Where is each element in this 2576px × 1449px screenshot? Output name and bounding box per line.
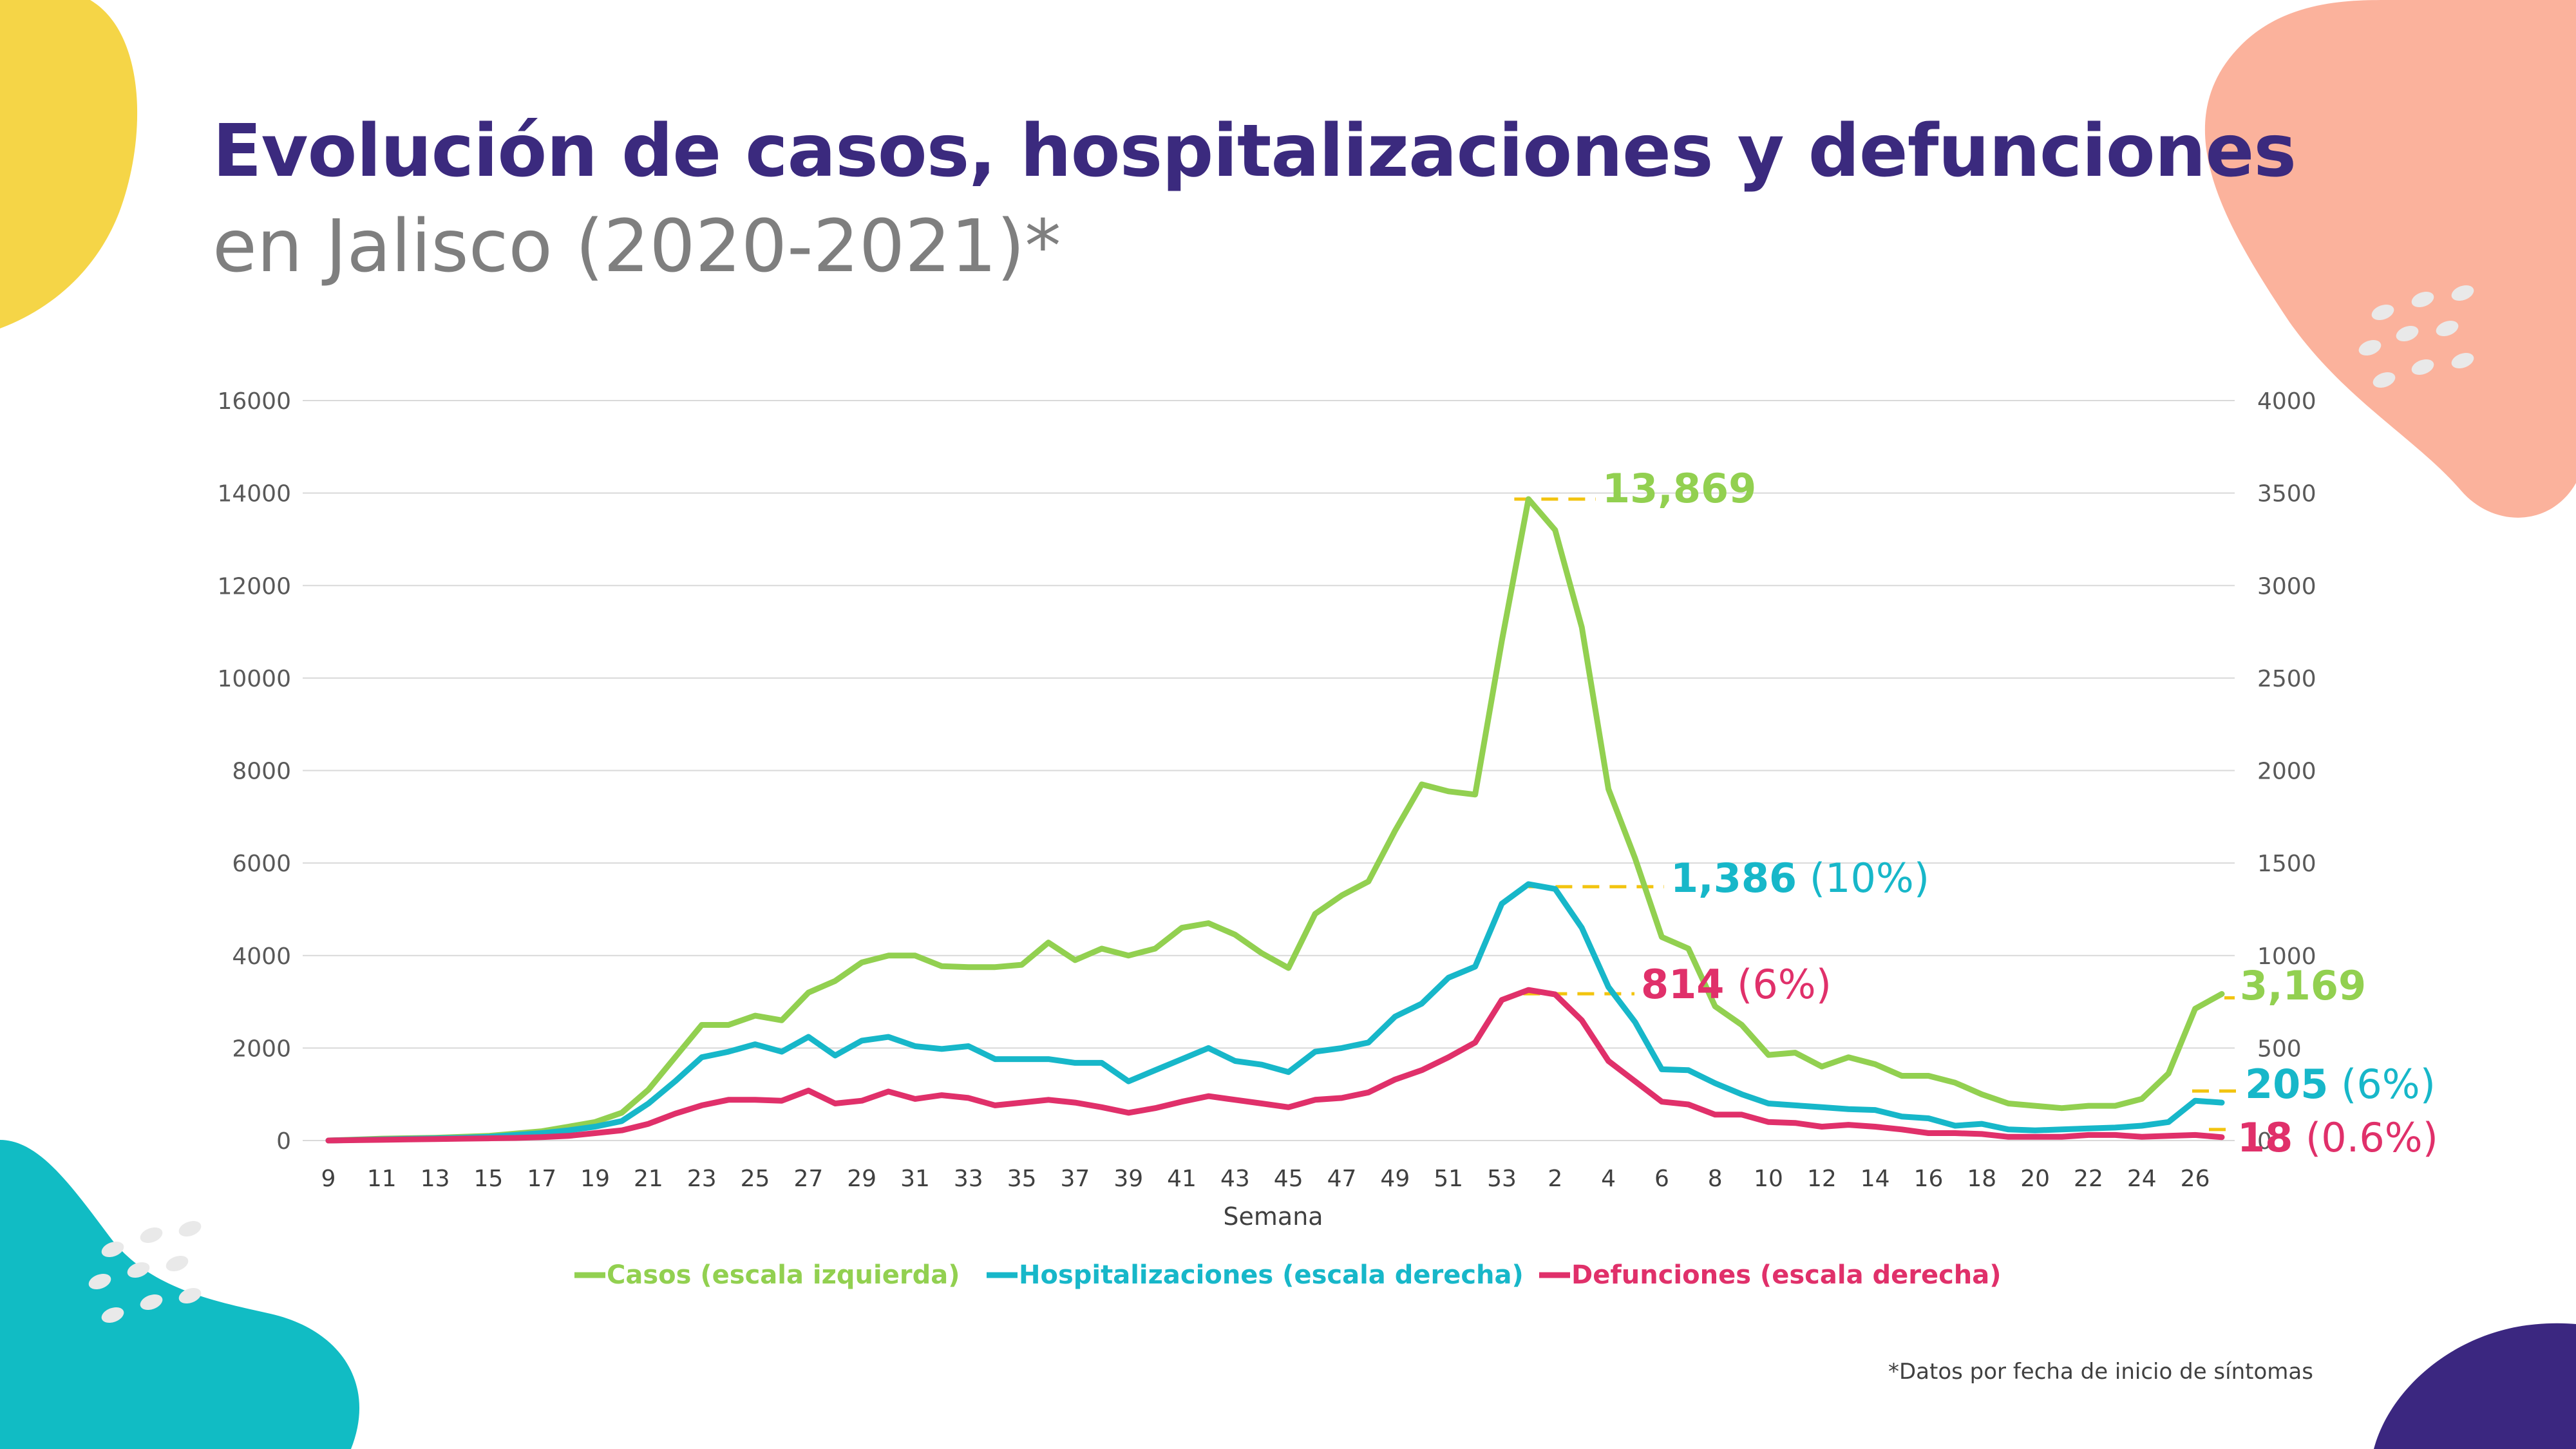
x-tick-label: 19 bbox=[580, 1166, 610, 1192]
series-line-casos bbox=[325, 496, 2225, 1144]
x-tick-label: 27 bbox=[793, 1166, 823, 1192]
legend-item-hospitalizaciones: Hospitalizaciones (escala derecha) bbox=[987, 1260, 1524, 1290]
x-tick-label: 18 bbox=[1967, 1166, 1996, 1192]
decorative-dots-teal bbox=[88, 1220, 202, 1323]
annotation-casos-end: 3,169 bbox=[2240, 962, 2366, 1009]
x-tick-label: 12 bbox=[1807, 1166, 1837, 1192]
y-left-tick-label: 14000 bbox=[217, 481, 291, 507]
decorative-blob-yellow bbox=[0, 0, 138, 328]
series-line-hospitalizaciones bbox=[325, 881, 2225, 1144]
series-lines bbox=[325, 496, 2225, 1144]
x-tick-label: 9 bbox=[321, 1166, 336, 1192]
blob-yellow-shape bbox=[0, 0, 138, 328]
x-tick-label: 47 bbox=[1327, 1166, 1357, 1192]
x-tick-label: 15 bbox=[474, 1166, 504, 1192]
x-tick-label: 8 bbox=[1708, 1166, 1723, 1192]
chart-title: Evolución de casos, hospitalizaciones y … bbox=[213, 109, 2297, 193]
y-right-tick-label: 1000 bbox=[2257, 943, 2316, 970]
blob-purple-shape bbox=[2374, 1323, 2576, 1449]
y-right-tick-label: 3000 bbox=[2257, 573, 2316, 600]
x-tick-label: 43 bbox=[1220, 1166, 1250, 1192]
decorative-dots-peach bbox=[2358, 285, 2474, 388]
x-tick-label: 35 bbox=[1007, 1166, 1037, 1192]
x-tick-label: 23 bbox=[687, 1166, 717, 1192]
y-left-tick-label: 10000 bbox=[217, 666, 291, 692]
x-tick-label: 39 bbox=[1113, 1166, 1143, 1192]
x-tick-label: 22 bbox=[2074, 1166, 2103, 1192]
x-tick-label: 33 bbox=[954, 1166, 983, 1192]
x-tick-label: 16 bbox=[1914, 1166, 1944, 1192]
y-axis-right: 0 500 1000 1500 2000 2500 3000 3500 4000 bbox=[2257, 388, 2316, 1155]
legend-label-defunciones: Defunciones (escala derecha) bbox=[1571, 1260, 2002, 1290]
annotation-casos-peak: 13,869 bbox=[1602, 465, 1756, 512]
y-right-tick-label: 2000 bbox=[2257, 759, 2316, 785]
y-left-tick-label: 2000 bbox=[232, 1036, 291, 1062]
x-tick-label: 25 bbox=[741, 1166, 770, 1192]
x-tick-label: 11 bbox=[367, 1166, 397, 1192]
y-left-tick-label: 4000 bbox=[232, 943, 291, 970]
series-line-defunciones bbox=[325, 987, 2225, 1144]
gridlines bbox=[303, 400, 2235, 1141]
x-tick-label: 51 bbox=[1434, 1166, 1463, 1192]
x-tick-label: 29 bbox=[847, 1166, 876, 1192]
y-left-tick-label: 6000 bbox=[232, 851, 291, 877]
x-axis-label: Semana bbox=[1223, 1202, 1323, 1231]
y-left-tick-label: 0 bbox=[276, 1128, 291, 1155]
y-left-tick-label: 16000 bbox=[217, 388, 291, 415]
y-left-tick-label: 8000 bbox=[232, 759, 291, 785]
y-right-tick-label: 1500 bbox=[2257, 851, 2316, 877]
x-tick-label: 6 bbox=[1654, 1166, 1669, 1192]
x-tick-label: 49 bbox=[1380, 1166, 1410, 1192]
x-tick-label: 17 bbox=[527, 1166, 556, 1192]
annotations: 13,869 1,386 (10%) 814 (6%) 3,169 205 (6… bbox=[1602, 465, 2438, 1161]
x-tick-label: 26 bbox=[2181, 1166, 2210, 1192]
y-right-tick-label: 0 bbox=[2257, 1128, 2272, 1155]
x-tick-label: 13 bbox=[421, 1166, 450, 1192]
y-axis-left: 0 2000 4000 6000 8000 10000 12000 14000 16000 bbox=[217, 388, 291, 1155]
y-left-tick-label: 12000 bbox=[217, 573, 291, 600]
decorative-blob-teal bbox=[0, 1140, 360, 1449]
legend: Casos (escala izquierda) Hospitalizacion… bbox=[574, 1260, 2002, 1290]
annotation-hospitalizaciones-peak: 1,386 (10%) bbox=[1671, 855, 1929, 902]
blob-teal-shape bbox=[0, 1140, 360, 1449]
x-tick-label: 31 bbox=[900, 1166, 930, 1192]
y-right-tick-label: 3500 bbox=[2257, 481, 2316, 507]
x-tick-label: 4 bbox=[1601, 1166, 1616, 1192]
x-tick-label: 2 bbox=[1548, 1166, 1562, 1192]
x-tick-label: 21 bbox=[634, 1166, 663, 1192]
x-tick-label: 10 bbox=[1754, 1166, 1783, 1192]
annotation-defunciones-end: 18 (0.6%) bbox=[2237, 1114, 2438, 1161]
annotation-guides bbox=[1514, 497, 2239, 1132]
x-tick-label: 24 bbox=[2127, 1166, 2157, 1192]
x-tick-label: 20 bbox=[2020, 1166, 2050, 1192]
blob-peach-shape bbox=[2204, 0, 2576, 518]
legend-item-casos: Casos (escala izquierda) bbox=[574, 1260, 960, 1290]
legend-label-hospitalizaciones: Hospitalizaciones (escala derecha) bbox=[1019, 1260, 1524, 1290]
x-tick-label: 53 bbox=[1487, 1166, 1517, 1192]
x-tick-label: 41 bbox=[1167, 1166, 1197, 1192]
x-tick-label: 37 bbox=[1061, 1166, 1090, 1192]
y-right-tick-label: 2500 bbox=[2257, 666, 2316, 692]
chart-subtitle: en Jalisco (2020-2021)* bbox=[213, 205, 1061, 289]
legend-label-casos: Casos (escala izquierda) bbox=[607, 1260, 960, 1290]
decorative-blob-peach bbox=[2204, 0, 2576, 518]
legend-item-defunciones: Defunciones (escala derecha) bbox=[1539, 1260, 2002, 1290]
annotation-hospitalizaciones-end: 205 (6%) bbox=[2245, 1061, 2436, 1108]
annotation-defunciones-peak: 814 (6%) bbox=[1641, 961, 1832, 1008]
footnote: *Datos por fecha de inicio de síntomas bbox=[1888, 1359, 2313, 1385]
x-axis: 9 11 13 15 17 19 21 23 25 27 29 31 33 35 37 39 41 43 45 47 4… bbox=[321, 1166, 2210, 1192]
decorative-blob-purple bbox=[2374, 1323, 2576, 1449]
y-right-tick-label: 4000 bbox=[2257, 388, 2316, 415]
y-right-tick-label: 500 bbox=[2257, 1036, 2302, 1062]
x-tick-label: 14 bbox=[1861, 1166, 1890, 1192]
x-tick-label: 45 bbox=[1274, 1166, 1303, 1192]
